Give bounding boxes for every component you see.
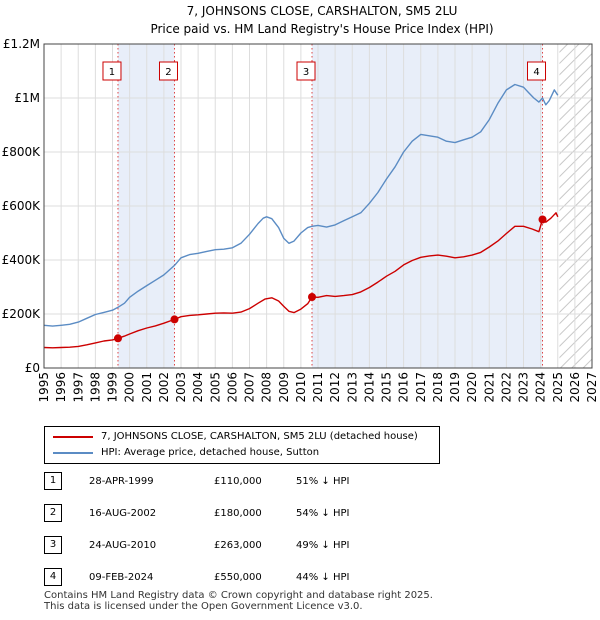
- x-tick-label: 2003: [174, 372, 188, 403]
- footer-line-2: This data is licensed under the Open Gov…: [44, 601, 363, 612]
- sale-marker-box: [296, 61, 316, 81]
- sale-price: £263,000: [214, 540, 262, 551]
- series-line: [43, 212, 559, 349]
- footer-attribution: Contains HM Land Registry data © Crown c…: [44, 590, 433, 612]
- x-tick-label: 2020: [465, 372, 479, 403]
- x-tick-label: 2013: [345, 372, 359, 403]
- y-tick-label: £0: [25, 361, 40, 375]
- price-chart: 7, JOHNSONS CLOSE, CARSHALTON, SM5 2LU P…: [2, 4, 599, 403]
- legend-label-hpi: HPI: Average price, detached house, Sutt…: [101, 447, 320, 458]
- sale-hpi-diff: 44% ↓ HPI: [296, 572, 350, 583]
- sale-row: 2 16-AUG-2002 £180,000 54% ↓ HPI: [44, 504, 404, 522]
- x-tick-label: 1996: [54, 372, 68, 403]
- sale-point: [170, 315, 179, 324]
- x-tick-label: 2022: [499, 372, 513, 403]
- sale-marker-box: [158, 61, 178, 81]
- sale-marker-number: 4: [533, 67, 539, 78]
- series-line: [43, 83, 559, 327]
- x-tick-label: 2009: [277, 372, 291, 403]
- sale-marker-number: 1: [109, 67, 115, 78]
- sale-point: [538, 215, 547, 224]
- x-tick-label: 2002: [157, 372, 171, 403]
- sale-date: 16-AUG-2002: [89, 508, 157, 519]
- chart-title: 7, JOHNSONS CLOSE, CARSHALTON, SM5 2LU: [187, 4, 458, 18]
- sale-row: 1 28-APR-1999 £110,000 51% ↓ HPI: [44, 472, 404, 490]
- sale-marker-box: [102, 61, 122, 81]
- x-tick-label: 2000: [123, 372, 137, 403]
- x-tick-label: 2011: [311, 372, 325, 403]
- y-tick-label: £600K: [2, 199, 42, 213]
- x-tick-label: 2005: [208, 372, 222, 403]
- x-tick-label: 1997: [71, 372, 85, 403]
- x-tick-label: 2021: [482, 372, 496, 403]
- y-tick-label: £400K: [2, 253, 42, 267]
- x-tick-label: 2019: [448, 372, 462, 403]
- legend-label-property: 7, JOHNSONS CLOSE, CARSHALTON, SM5 2LU (…: [101, 431, 418, 442]
- x-tick-label: 2015: [380, 372, 394, 403]
- sale-number-badge: 1: [44, 472, 62, 490]
- x-tick-label: 2025: [551, 372, 565, 403]
- x-tick-label: 1998: [88, 372, 102, 403]
- sale-hpi-diff: 54% ↓ HPI: [296, 508, 350, 519]
- x-tick-label: 2016: [397, 372, 411, 403]
- x-tick-label: 2026: [568, 372, 582, 403]
- footer-line-1: Contains HM Land Registry data © Crown c…: [44, 590, 433, 601]
- y-tick-label: £200K: [2, 307, 42, 321]
- x-tick-label: 1999: [106, 372, 120, 403]
- x-tick-label: 2014: [362, 372, 376, 403]
- x-tick-label: 2012: [328, 372, 342, 403]
- sale-date: 24-AUG-2010: [89, 540, 157, 551]
- sale-marker-number: 3: [303, 67, 309, 78]
- y-tick-label: £1.2M: [3, 37, 40, 51]
- chart-subtitle: Price paid vs. HM Land Registry's House …: [150, 22, 493, 36]
- x-tick-label: 1995: [37, 372, 51, 403]
- sale-number-badge: 2: [44, 504, 62, 522]
- sale-marker-label: 2: [158, 61, 178, 81]
- sale-row: 3 24-AUG-2010 £263,000 49% ↓ HPI: [44, 536, 404, 554]
- x-tick-label: 2017: [414, 372, 428, 403]
- x-tick-label: 2024: [534, 372, 548, 403]
- sale-marker-number: 2: [165, 67, 171, 78]
- sale-marker-box: [527, 61, 547, 81]
- sale-marker-label: 1: [102, 61, 122, 81]
- x-tick-label: 2010: [294, 372, 308, 403]
- sale-price: £550,000: [214, 572, 262, 583]
- sale-price: £180,000: [214, 508, 262, 519]
- legend-swatch-property: [53, 436, 93, 438]
- x-tick-label: 2006: [225, 372, 239, 403]
- y-tick-label: £800K: [2, 145, 42, 159]
- x-tick-label: 2027: [585, 372, 599, 403]
- y-tick-label: £1M: [14, 91, 40, 105]
- sale-number-badge: 4: [44, 568, 62, 586]
- sale-number-badge: 3: [44, 536, 62, 554]
- sale-point: [308, 292, 317, 301]
- legend-swatch-hpi: [53, 452, 93, 454]
- x-tick-label: 2001: [140, 372, 154, 403]
- sale-marker-label: 3: [296, 61, 316, 81]
- x-tick-label: 2008: [260, 372, 274, 403]
- sale-marker-label: 4: [527, 61, 547, 81]
- sale-row: 4 09-FEB-2024 £550,000 44% ↓ HPI: [44, 568, 404, 586]
- sale-hpi-diff: 49% ↓ HPI: [296, 540, 350, 551]
- x-tick-label: 2007: [243, 372, 257, 403]
- sale-point: [113, 334, 122, 343]
- plot-border: [43, 43, 593, 369]
- x-tick-label: 2018: [431, 372, 445, 403]
- x-tick-label: 2004: [191, 372, 205, 403]
- sale-date: 28-APR-1999: [89, 476, 154, 487]
- sale-price: £110,000: [214, 476, 262, 487]
- sale-hpi-diff: 51% ↓ HPI: [296, 476, 350, 487]
- sale-date: 09-FEB-2024: [89, 572, 154, 583]
- chart-legend: 7, JOHNSONS CLOSE, CARSHALTON, SM5 2LU (…: [44, 426, 440, 464]
- x-tick-label: 2023: [517, 372, 531, 403]
